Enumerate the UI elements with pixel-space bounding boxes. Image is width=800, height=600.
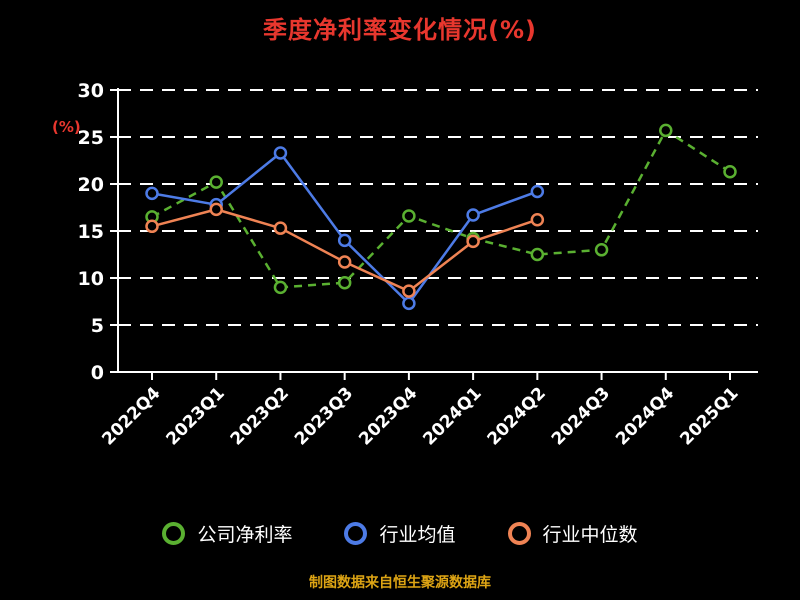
data-point-marker: [337, 233, 352, 248]
legend-marker-green-circle: [162, 522, 186, 545]
legend-label: 行业中位数: [542, 524, 638, 546]
chart-legend: 公司净利率 行业均值 行业中位数: [0, 520, 800, 547]
y-axis-unit-label: (%): [52, 118, 81, 136]
y-tick-label: 15: [78, 221, 104, 243]
series-line-公司净利率: [151, 129, 731, 289]
x-tick-label: 2025Q1: [676, 383, 742, 449]
data-point-marker: [273, 221, 288, 235]
data-point-marker: [145, 186, 159, 201]
data-point-marker: [209, 175, 223, 189]
data-point-marker: [466, 208, 480, 222]
x-tick-label: 2023Q3: [291, 383, 357, 449]
y-tick-label: 25: [78, 127, 104, 149]
legend-item-industry-median: 行业中位数: [507, 520, 638, 547]
data-point-marker: [723, 165, 737, 179]
legend-marker-blue-circle: [344, 522, 368, 545]
x-tick-label: 2023Q4: [355, 383, 421, 449]
chart-title: 季度净利率变化情况(%): [263, 16, 537, 44]
y-tick-label: 5: [91, 315, 104, 337]
data-source-note: 制图数据来自恒生聚源数据库: [309, 575, 491, 591]
x-tick-label: 2024Q1: [419, 383, 485, 449]
data-point-marker: [659, 123, 673, 138]
legend-label: 公司净利率: [197, 524, 293, 546]
data-point-marker: [530, 212, 545, 227]
y-tick-label: 10: [78, 268, 104, 290]
data-point-marker: [402, 296, 416, 311]
x-tick-label: 2024Q3: [548, 383, 614, 449]
x-tick-label: 2024Q4: [612, 383, 678, 449]
data-point-marker: [530, 247, 545, 262]
data-point-marker: [594, 243, 609, 257]
legend-item-company-net-margin: 公司净利率: [162, 520, 292, 547]
x-tick-label: 2023Q2: [227, 383, 293, 449]
legend-item-industry-mean: 行业均值: [344, 520, 456, 547]
x-tick-label: 2022Q4: [98, 383, 164, 449]
data-point-marker: [530, 184, 545, 199]
data-point-marker: [337, 275, 352, 290]
data-point-marker: [145, 219, 159, 234]
y-tick-label: 0: [91, 362, 104, 384]
data-point-marker: [337, 255, 352, 269]
y-tick-label: 30: [78, 80, 104, 102]
legend-marker-orange-circle: [507, 522, 531, 545]
data-point-marker: [466, 234, 480, 249]
x-tick-label: 2023Q1: [163, 383, 229, 449]
data-point-marker: [402, 284, 416, 298]
data-point-marker: [402, 209, 416, 223]
y-tick-label: 20: [78, 174, 104, 196]
data-point-marker: [273, 280, 288, 295]
legend-label: 行业均值: [379, 524, 456, 546]
data-point-marker: [273, 146, 288, 160]
data-point-marker: [209, 202, 223, 217]
line-chart: 0 5 10 15 20 25 30 2022Q42023Q12023Q22023Q32023…: [78, 80, 758, 450]
x-tick-label: 2024Q2: [484, 383, 550, 449]
